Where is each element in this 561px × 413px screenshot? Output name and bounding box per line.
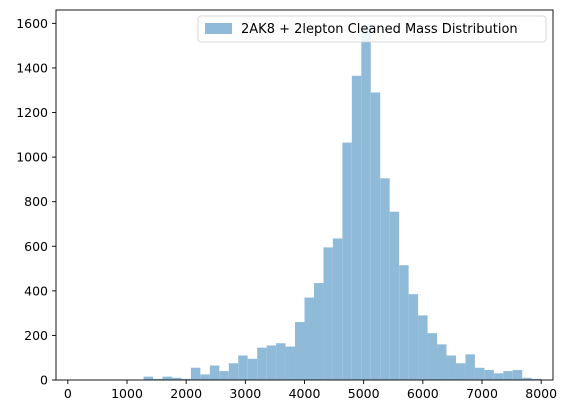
histogram-bar	[247, 358, 258, 380]
histogram-bar	[484, 369, 494, 380]
x-tick-label: 2000	[170, 386, 202, 401]
histogram-bar	[493, 373, 504, 380]
histogram-bar	[389, 211, 400, 380]
histogram-bar	[531, 378, 542, 380]
histogram-bar	[153, 378, 163, 380]
x-tick-label: 3000	[229, 386, 261, 401]
histogram-bar	[446, 355, 456, 380]
histogram-bar	[512, 369, 523, 380]
histogram-bar	[437, 344, 447, 380]
histogram-bar	[162, 376, 172, 380]
histogram-bar	[257, 347, 267, 380]
histogram-bar	[295, 322, 305, 380]
y-axis-ticks: 0 200 400 600 800 1000 1200 1400 1600	[16, 16, 56, 388]
legend-label: 2AK8 + 2lepton Cleaned Mass Distribution	[241, 22, 518, 37]
histogram-bar	[200, 374, 210, 380]
plot-frame	[55, 9, 554, 381]
legend: 2AK8 + 2lepton Cleaned Mass Distribution	[197, 15, 547, 43]
histogram-bar	[228, 363, 239, 380]
y-tick-label: 1400	[16, 60, 48, 75]
histogram-bar	[399, 265, 409, 380]
y-tick-label: 0	[40, 373, 48, 388]
histogram-bar	[190, 367, 201, 380]
x-tick-label: 1000	[111, 386, 143, 401]
x-tick-label: 6000	[407, 386, 439, 401]
histogram-bar	[209, 365, 220, 380]
histogram-bar	[143, 376, 154, 380]
x-tick-label: 5000	[348, 386, 380, 401]
histogram-bar	[380, 178, 390, 380]
histogram-bar	[181, 378, 191, 380]
x-tick-label: 8000	[525, 386, 557, 401]
x-tick-label: 0	[64, 386, 72, 401]
histogram-bar	[266, 345, 277, 380]
y-tick-label: 1000	[16, 150, 48, 165]
histogram-bar	[408, 294, 419, 380]
histogram-bar	[455, 363, 466, 380]
legend-swatch	[205, 23, 232, 34]
y-tick-label: 800	[24, 194, 48, 209]
x-tick-label: 7000	[466, 386, 498, 401]
histogram-bar	[370, 92, 381, 380]
y-tick-label: 400	[24, 283, 48, 298]
histogram-bars	[143, 25, 542, 380]
histogram-bar	[503, 371, 513, 380]
histogram-bar	[304, 297, 314, 380]
y-tick-label: 200	[24, 328, 48, 343]
y-tick-label: 1200	[16, 105, 48, 120]
histogram-bar	[418, 315, 428, 380]
histogram-bar	[332, 238, 343, 380]
histogram-bar	[342, 142, 352, 380]
x-axis-ticks: 0 1000 2000 3000 4000 5000 6000 7000 8000	[64, 380, 557, 401]
y-tick-label: 600	[24, 239, 48, 254]
y-tick-label: 1600	[16, 16, 48, 31]
histogram-bar	[276, 343, 286, 380]
histogram-bar	[351, 75, 362, 380]
histogram-bar	[474, 367, 485, 380]
legend-box	[197, 15, 547, 43]
histogram-bar	[465, 354, 475, 380]
histogram-bar	[285, 346, 296, 380]
histogram-bar	[219, 371, 229, 380]
x-tick-label: 4000	[289, 386, 321, 401]
histogram-bar	[313, 283, 324, 380]
histogram-bar	[427, 333, 438, 380]
histogram-bar	[171, 377, 182, 380]
histogram-bar	[361, 25, 371, 380]
histogram-bar	[323, 247, 333, 380]
histogram-bar	[238, 355, 248, 380]
histogram-bar	[522, 377, 532, 380]
